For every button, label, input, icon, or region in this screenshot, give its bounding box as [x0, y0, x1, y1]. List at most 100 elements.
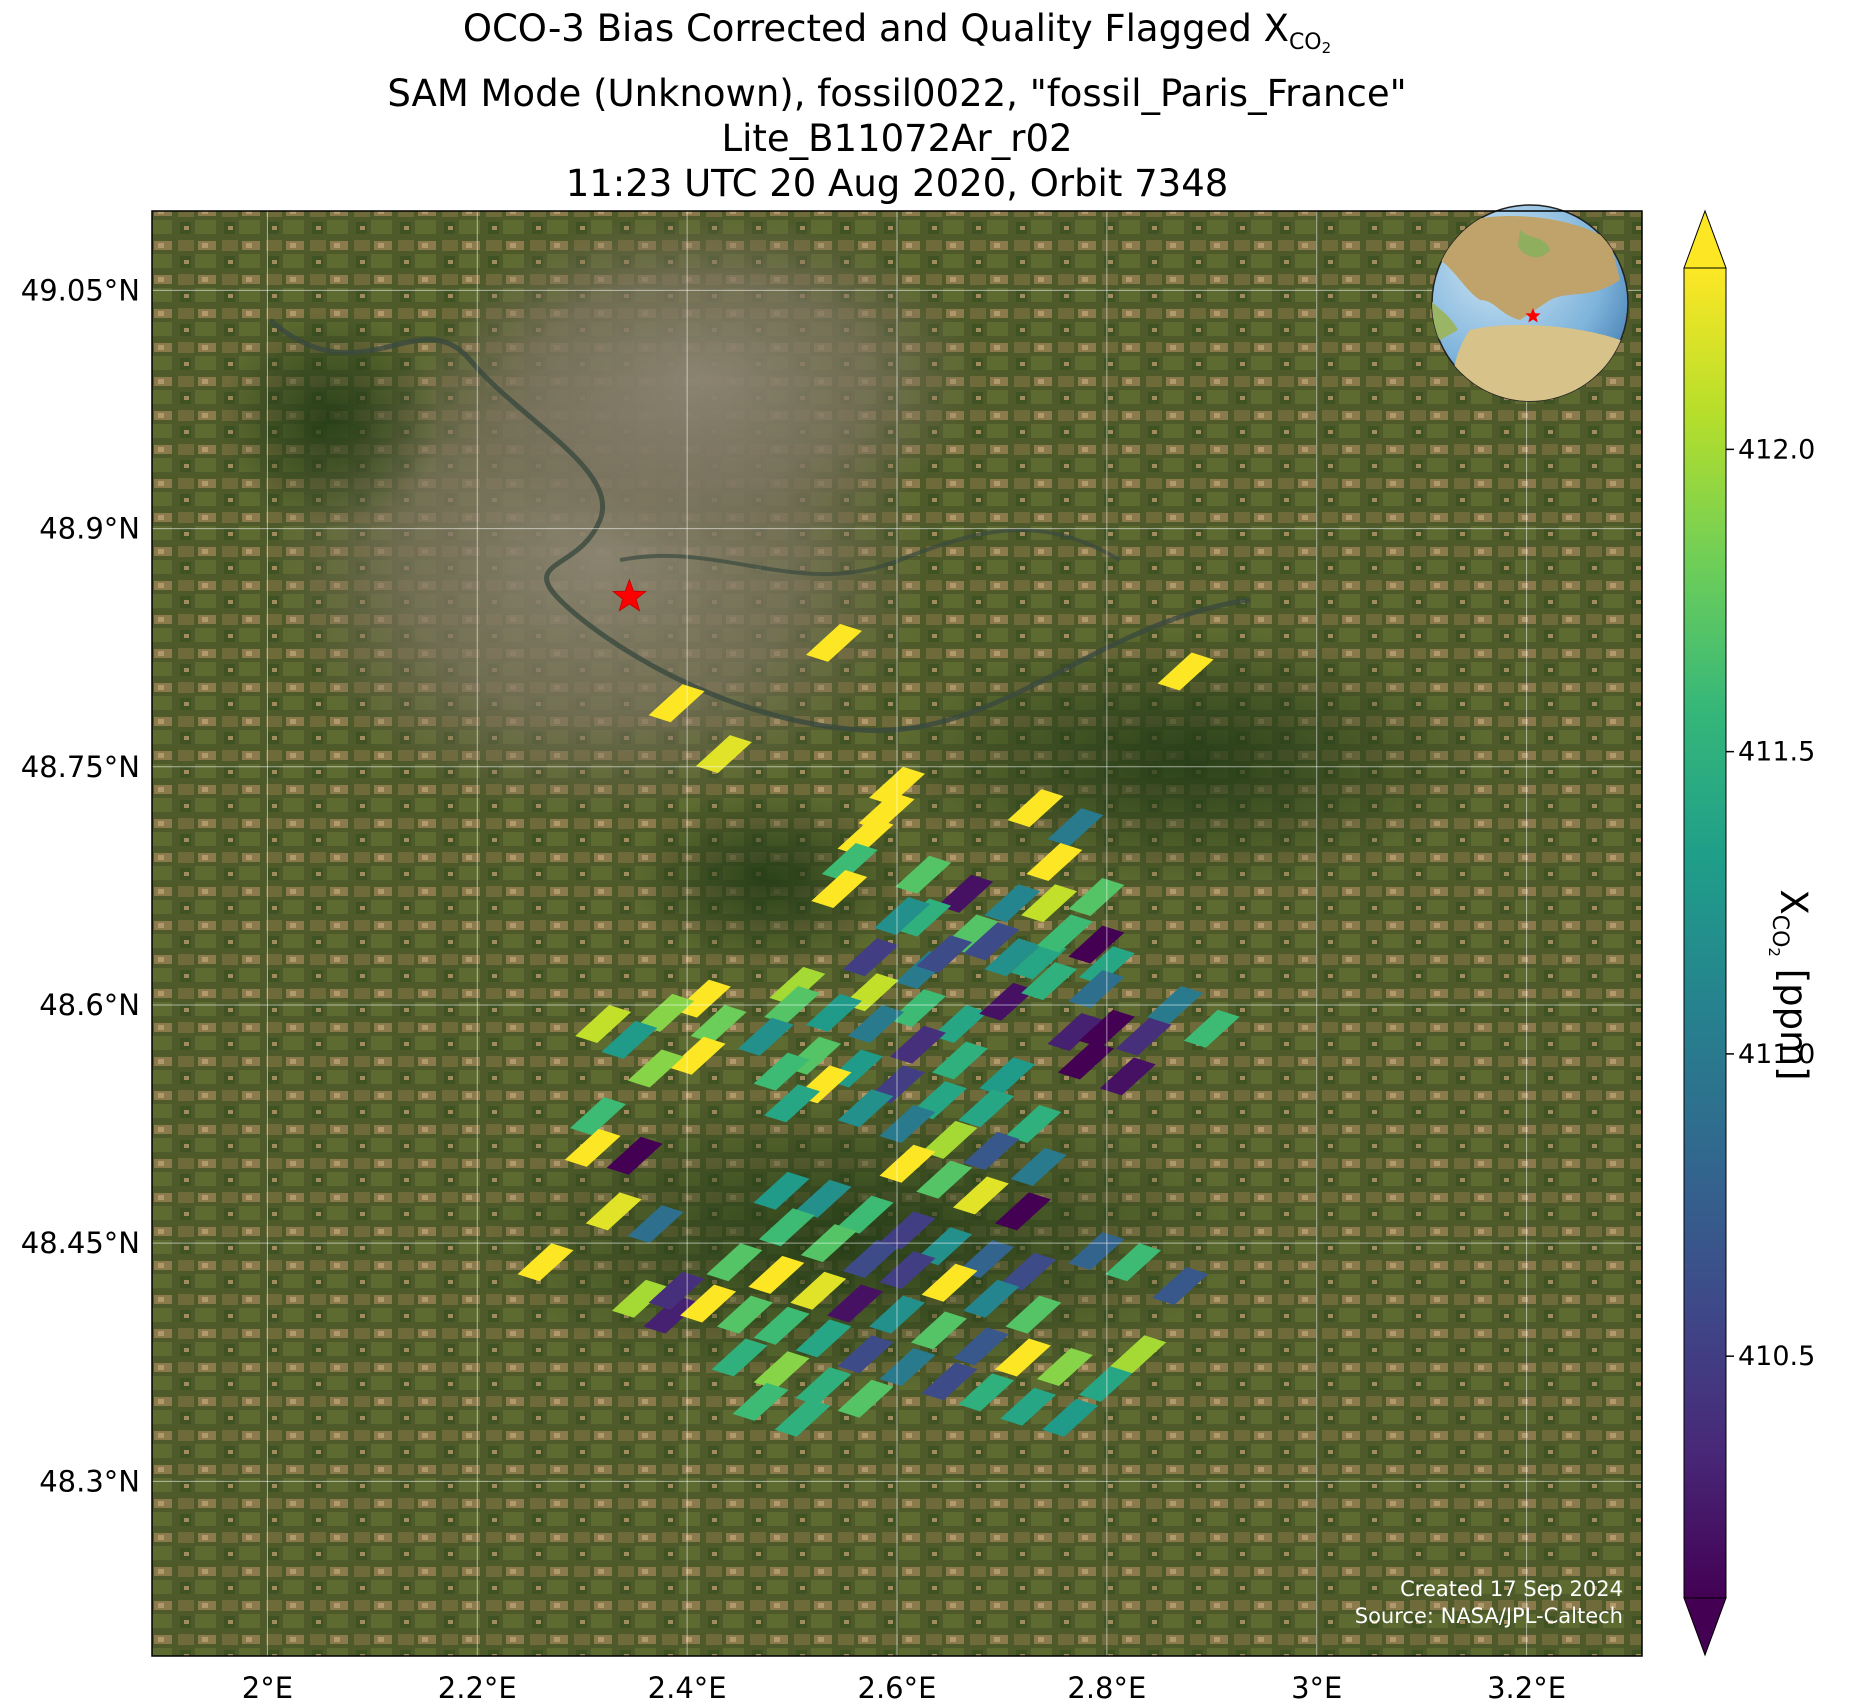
colorbar-tick-label: 411.5	[1738, 737, 1815, 768]
sounding-footprint	[732, 1382, 789, 1421]
lat-tick-label: 48.75°N	[21, 750, 140, 784]
sounding-footprint	[811, 870, 868, 908]
sounding-footprint	[932, 1041, 988, 1080]
sounding-footprint	[769, 966, 826, 1005]
sounding-footprint	[648, 1271, 705, 1310]
sounding-footprint	[1157, 652, 1214, 691]
sounding-footprint	[994, 1338, 1051, 1377]
sounding-footprint	[984, 938, 1041, 977]
sounding-footprint	[916, 1160, 973, 1199]
sounding-footprint	[879, 1144, 936, 1183]
sounding-footprint	[958, 1373, 1015, 1412]
sounding-footprint	[1026, 843, 1083, 881]
sounding-footprint	[643, 1295, 700, 1334]
sounding-footprint	[895, 898, 952, 937]
sounding-footprint	[575, 1005, 632, 1043]
sounding-footprint	[1068, 878, 1125, 916]
sounding-footprint	[963, 922, 1020, 961]
sounding-footprint	[837, 1335, 894, 1374]
sounding-footprint	[937, 874, 994, 913]
sounding-footprint	[674, 979, 731, 1018]
sounding-footprint	[837, 1379, 894, 1418]
colorbar-gradient	[1683, 267, 1727, 1599]
sounding-footprint	[994, 1192, 1051, 1231]
sounding-footprint	[753, 1052, 810, 1091]
sounding-footprint	[837, 817, 894, 856]
sounding-footprint	[921, 1263, 978, 1302]
lon-tick-label: 2.8°E	[1067, 1671, 1146, 1705]
sounding-footprint	[1047, 808, 1104, 847]
globe-target-star-icon	[1525, 308, 1541, 323]
sounding-footprint	[1005, 1295, 1062, 1334]
sounding-footprint	[1000, 1252, 1057, 1291]
colorbar-tick-label: 410.5	[1738, 1341, 1815, 1372]
sounding-footprint	[837, 1089, 894, 1128]
sounding-footprint	[1010, 941, 1067, 980]
colorbar-ticks: 410.5 411.0 411.5 412.0	[1726, 434, 1815, 1372]
sounding-footprint	[1000, 1387, 1057, 1426]
sounding-footprint	[1068, 925, 1125, 964]
colorbar-extend-bottom	[1683, 1597, 1727, 1657]
sounding-footprint	[695, 735, 752, 774]
sounding-footprint	[879, 1211, 936, 1250]
sounding-footprint	[795, 1367, 852, 1406]
sounding-footprint	[706, 1243, 763, 1282]
title-line-1: OCO-3 Bias Corrected and Quality Flagged…	[462, 7, 1332, 57]
sounding-footprint	[1047, 1013, 1104, 1051]
sounding-footprint	[716, 1295, 773, 1334]
sounding-footprint	[564, 1128, 621, 1167]
sounding-footprint	[748, 1255, 805, 1294]
sounding-footprint	[842, 938, 899, 977]
lat-tick-label: 48.6°N	[39, 988, 140, 1022]
sounding-footprint	[611, 1279, 668, 1318]
sounding-footprint	[958, 1089, 1015, 1128]
sounding-footprint	[795, 1179, 852, 1218]
sounding-footprint	[821, 843, 878, 881]
sounding-footprint	[1110, 1335, 1167, 1374]
title-line-2: SAM Mode (Unknown), fossil0022, "fossil_…	[387, 72, 1407, 115]
sounding-footprint	[680, 1284, 737, 1323]
sounding-footprint	[1099, 1057, 1156, 1096]
map-title: OCO-3 Bias Corrected and Quality Flagged…	[152, 6, 1642, 206]
lat-tick-label: 49.05°N	[21, 273, 140, 307]
sounding-footprint	[1021, 884, 1078, 923]
latitude-ticks: 49.05°N 48.9°N 48.75°N 48.6°N 48.45°N 48.3°N	[21, 273, 140, 1498]
sounding-footprint	[1005, 1105, 1062, 1143]
sounding-footprint	[916, 1227, 973, 1266]
sounding-footprint	[932, 1005, 988, 1043]
sounding-footprint	[585, 1192, 642, 1231]
lon-tick-label: 3.2°E	[1487, 1671, 1566, 1705]
credit-text: Created 17 Sep 2024 Source: NASA/JPL-Cal…	[1355, 1576, 1623, 1630]
sounding-footprint	[806, 993, 862, 1032]
sounding-footprint	[963, 1279, 1020, 1318]
sounding-footprint	[874, 897, 931, 935]
sounding-footprint	[952, 1176, 1009, 1215]
lon-tick-label: 2°E	[242, 1671, 293, 1705]
map-frame	[151, 210, 1643, 1657]
sounding-footprint	[774, 1398, 831, 1437]
sounding-footprint	[1007, 789, 1064, 828]
sounding-footprint	[669, 1036, 726, 1075]
lat-tick-label: 48.9°N	[39, 512, 140, 546]
sounding-footprint	[690, 1005, 747, 1043]
sounding-footprint	[827, 1284, 883, 1323]
sounding-footprint	[1036, 914, 1093, 953]
sounding-footprint	[648, 684, 705, 723]
sounding-footprint	[790, 1271, 847, 1310]
sounding-footprint	[606, 1136, 663, 1175]
sounding-footprint	[837, 1195, 894, 1234]
sounding-footprint	[963, 1132, 1020, 1170]
colorbar-tick-label: 412.0	[1738, 434, 1815, 465]
sounding-footprint	[795, 1319, 852, 1358]
sounding-footprint	[1021, 962, 1078, 1001]
sounding-footprint	[911, 1311, 967, 1350]
colorbar-extend-top	[1683, 209, 1727, 269]
sounding-footprint	[1068, 970, 1125, 1009]
longitude-ticks: 2°E 2.2°E 2.4°E 2.6°E 2.8°E 3°E 3.2°E	[242, 1671, 1566, 1705]
sounding-footprint	[842, 1240, 899, 1278]
lon-tick-label: 3°E	[1291, 1671, 1342, 1705]
target-star-icon	[611, 578, 647, 612]
sounding-footprint	[806, 623, 862, 662]
